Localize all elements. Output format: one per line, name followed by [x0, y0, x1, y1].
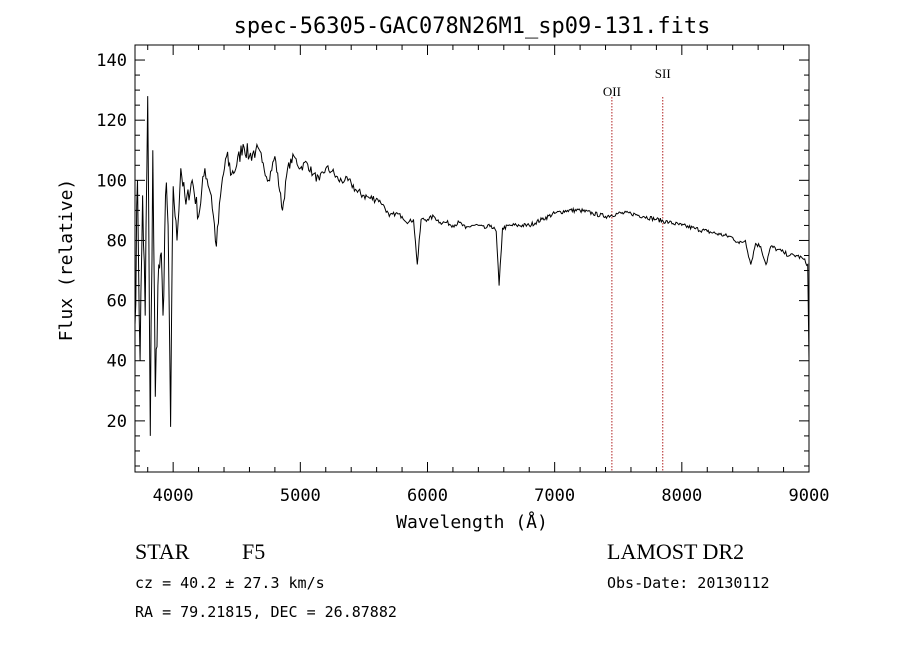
x-tick-label: 4000 — [153, 486, 194, 506]
y-axis-label: Flux (relative) — [56, 179, 77, 342]
y-tick-label: 120 — [96, 111, 127, 131]
x-tick-label: 8000 — [661, 486, 702, 506]
y-tick-label: 100 — [96, 171, 127, 191]
y-tick-label: 20 — [107, 412, 127, 432]
y-tick-label: 140 — [96, 51, 127, 71]
x-tick-label: 5000 — [280, 486, 321, 506]
x-axis-label: Wavelength (Å) — [396, 511, 548, 533]
y-tick-label: 80 — [107, 231, 127, 251]
object-class: STAR — [135, 539, 190, 564]
line-marker-label: OII — [603, 84, 621, 99]
redshift-line: cz = 40.2 ± 27.3 km/s — [135, 574, 325, 592]
survey-name: LAMOST DR2 — [607, 539, 745, 564]
y-tick-label: 40 — [107, 352, 127, 372]
axis-ticks: 4000 5000 6000 7000 8000 9000 20 40 60 80 100 120 14… — [96, 44, 830, 506]
spectrum-line — [134, 96, 810, 436]
x-tick-label: 6000 — [407, 486, 448, 506]
line-annotations: OII SII — [603, 66, 671, 472]
obs-date: Obs-Date: 20130112 — [607, 574, 770, 592]
chart-title: spec-56305-GAC078N26M1_sp09-131.fits — [234, 14, 711, 39]
radec-line: RA = 79.21815, DEC = 26.87882 — [135, 603, 397, 621]
x-tick-label: 7000 — [534, 486, 575, 506]
x-tick-label: 9000 — [789, 486, 830, 506]
y-tick-label: 60 — [107, 292, 127, 312]
plot-frame — [134, 44, 810, 473]
object-subclass: F5 — [242, 539, 266, 564]
line-marker-label: SII — [655, 66, 671, 81]
